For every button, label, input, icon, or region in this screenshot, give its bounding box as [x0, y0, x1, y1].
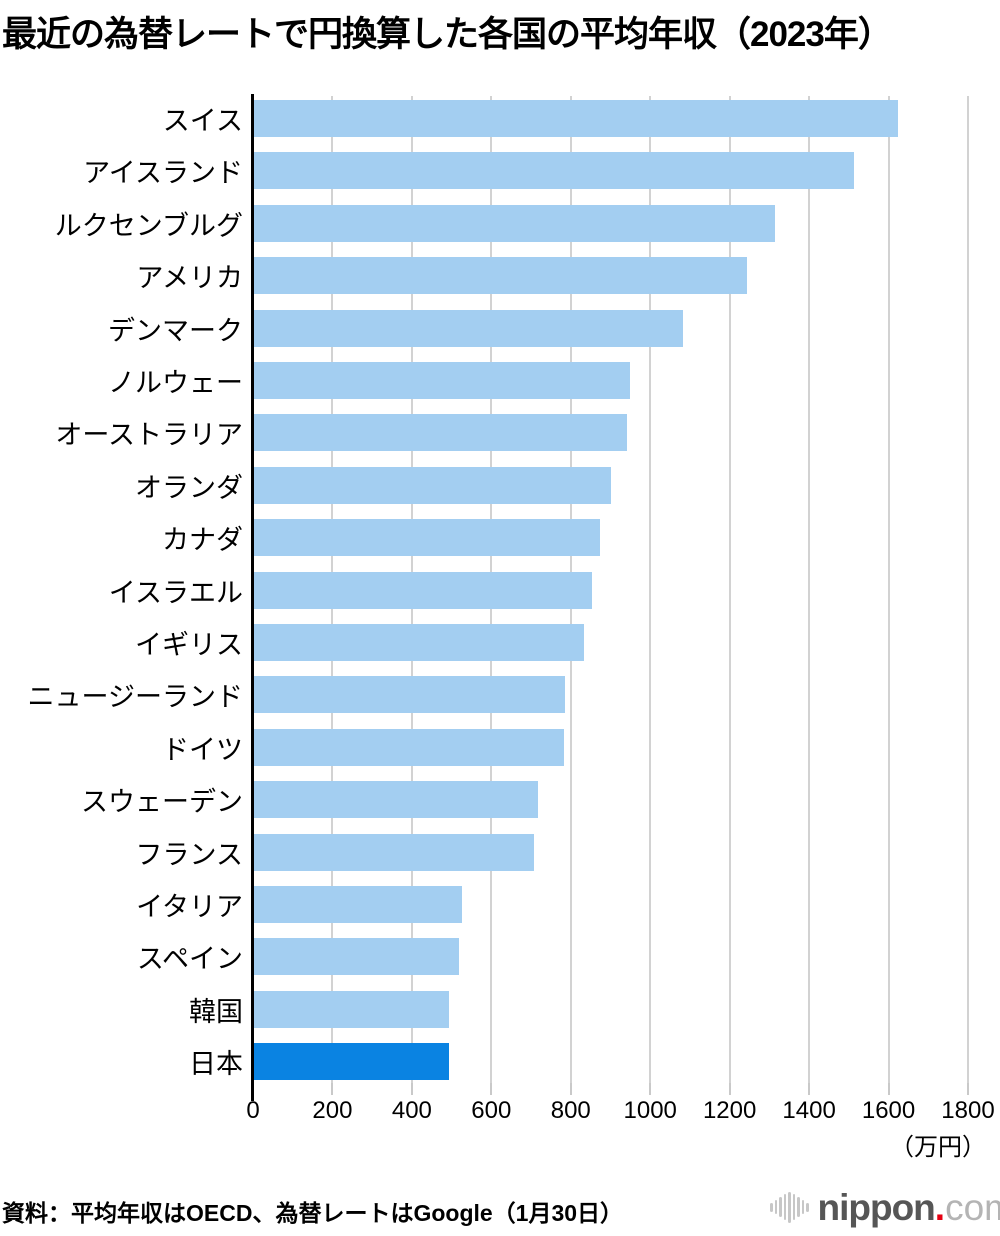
bar-フランス [254, 833, 535, 871]
gridline [967, 96, 969, 1084]
gridline [887, 96, 890, 1084]
x-tick-label: 600 [471, 1097, 512, 1125]
bar-label: フランス [135, 839, 243, 870]
bar-オーストラリア [254, 414, 628, 452]
x-tick-label: 400 [391, 1097, 432, 1125]
bar-label: デンマーク [108, 315, 243, 346]
bar-label: スイス [162, 106, 243, 136]
bar-label: カナダ [162, 525, 243, 556]
x-tick-label: 1800 [941, 1097, 995, 1125]
x-tick-label: 1200 [702, 1097, 757, 1125]
bar-label: アメリカ [136, 263, 243, 294]
bar-ノルウェー [254, 362, 631, 399]
nippon-com-logo: nippon. com [770, 1184, 1000, 1230]
x-tick [410, 1083, 413, 1096]
gridline [808, 96, 811, 1084]
x-tick [331, 1083, 334, 1096]
bar-label: スウェーデン [81, 787, 243, 818]
x-tick [728, 1083, 731, 1096]
x-tick [569, 1083, 572, 1096]
bar-スイス [254, 100, 898, 137]
y-axis-line [251, 94, 254, 1102]
bar-label: アイスランド [83, 158, 243, 189]
bar-デンマーク [254, 309, 683, 347]
bar-label: ドイツ [162, 734, 243, 765]
x-tick-label: 0 [246, 1097, 260, 1125]
x-tick [967, 1083, 969, 1096]
bar-アメリカ [254, 257, 748, 295]
bar-スペイン [254, 938, 460, 976]
bar-label: イタリア [136, 892, 243, 922]
x-tick-label: 1000 [623, 1097, 677, 1125]
bar-イスラエル [254, 571, 592, 609]
x-tick-label: 800 [550, 1097, 591, 1125]
bar-ニュージーランド [254, 676, 566, 714]
logo-dot: . [934, 1186, 946, 1228]
bar-韓国 [254, 990, 450, 1028]
bar-日本 [254, 1043, 450, 1081]
bar-ルクセンブルグ [254, 204, 775, 242]
x-tick [808, 1083, 811, 1096]
x-tick-label: 200 [312, 1097, 353, 1125]
bar-オランダ [254, 466, 611, 504]
bar-イタリア [254, 886, 463, 923]
gridline [649, 96, 652, 1084]
bar-label: ルクセンブルグ [54, 210, 243, 241]
logo-tld: com [945, 1186, 1000, 1228]
waveform-icon [770, 1189, 809, 1225]
chart-title: 最近の為替レートで円換算した各国の平均年収（2023年） [2, 15, 893, 54]
bar-イギリス [254, 624, 585, 661]
bar-label: ノルウェー [108, 368, 243, 398]
bar-label: 日本 [189, 1049, 243, 1080]
logo-name: nippon [817, 1186, 936, 1228]
bar-ドイツ [254, 728, 565, 766]
bar-label: 韓国 [189, 996, 243, 1027]
x-tick-label: 1400 [782, 1097, 836, 1125]
bar-label: オランダ [135, 472, 243, 503]
x-tick [649, 1083, 652, 1096]
x-tick-label: 1600 [861, 1097, 916, 1125]
bar-label: オーストラリア [55, 420, 243, 451]
bar-label: イギリス [135, 630, 243, 660]
bar-スウェーデン [254, 781, 538, 819]
bar-アイスランド [254, 152, 854, 190]
logo-text: nippon. com [818, 1189, 1000, 1226]
bar-カナダ [254, 519, 600, 557]
x-axis-unit-label: （万円） [890, 1134, 986, 1162]
gridline [728, 96, 731, 1084]
bar-label: イスラエル [108, 577, 243, 608]
x-tick [490, 1083, 493, 1096]
x-tick [887, 1083, 890, 1096]
source-note: 資料：平均年収はOECD、為替レートはGoogle（1月30日） [2, 1200, 624, 1226]
bar-label: スペイン [136, 944, 243, 975]
bar-label: ニュージーランド [27, 682, 243, 713]
